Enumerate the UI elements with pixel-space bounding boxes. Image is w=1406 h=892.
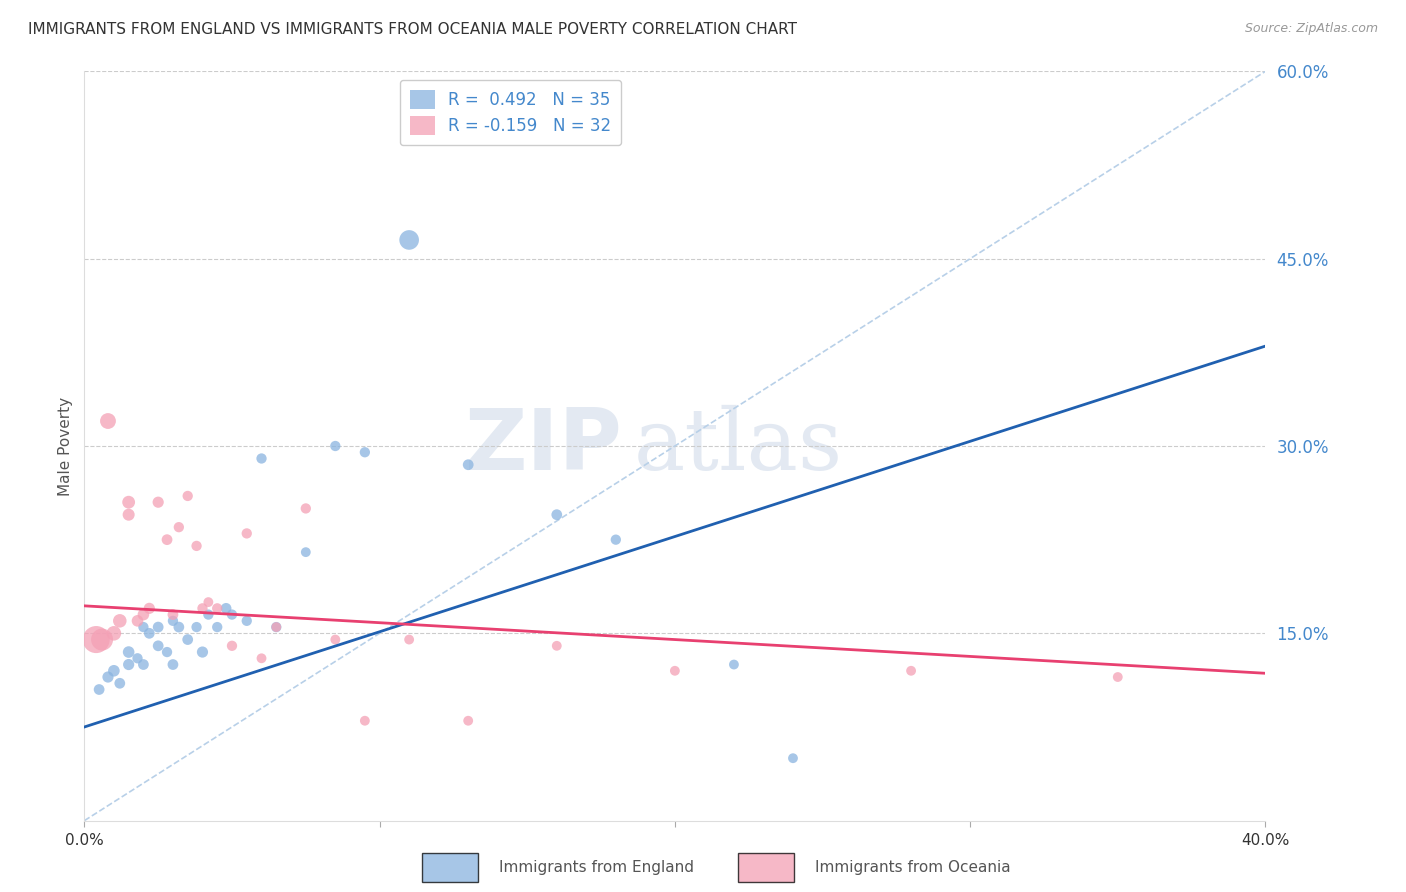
Point bbox=[605, 533, 627, 547]
Point bbox=[162, 657, 184, 672]
Point bbox=[782, 751, 804, 765]
Point bbox=[127, 651, 149, 665]
Point bbox=[325, 439, 347, 453]
Point bbox=[266, 620, 288, 634]
Point bbox=[156, 645, 179, 659]
Point bbox=[127, 614, 149, 628]
Point bbox=[295, 545, 318, 559]
Point bbox=[186, 620, 208, 634]
Legend: R =  0.492   N = 35, R = -0.159   N = 32: R = 0.492 N = 35, R = -0.159 N = 32 bbox=[399, 79, 621, 145]
Point bbox=[148, 639, 170, 653]
Point bbox=[191, 601, 214, 615]
Point bbox=[186, 539, 208, 553]
Point bbox=[177, 489, 200, 503]
Point bbox=[221, 607, 243, 622]
Point bbox=[457, 458, 479, 472]
Point bbox=[250, 451, 273, 466]
Point bbox=[162, 607, 184, 622]
Point bbox=[132, 657, 155, 672]
Point bbox=[87, 682, 111, 697]
Point bbox=[167, 620, 190, 634]
Point bbox=[118, 508, 141, 522]
Point bbox=[148, 620, 170, 634]
Point bbox=[103, 664, 125, 678]
Point bbox=[236, 614, 259, 628]
Point bbox=[295, 501, 318, 516]
Point bbox=[664, 664, 686, 678]
Point bbox=[138, 626, 160, 640]
Point bbox=[191, 645, 214, 659]
Point bbox=[118, 495, 141, 509]
Point bbox=[197, 607, 219, 622]
Point bbox=[118, 657, 141, 672]
Point bbox=[162, 614, 184, 628]
Point bbox=[84, 632, 107, 647]
Point bbox=[398, 632, 420, 647]
Text: ZIP: ZIP bbox=[464, 404, 621, 488]
Point bbox=[118, 645, 141, 659]
Point bbox=[457, 714, 479, 728]
Point bbox=[91, 632, 114, 647]
Point bbox=[108, 614, 131, 628]
Point bbox=[354, 445, 377, 459]
Point bbox=[197, 595, 219, 609]
Point bbox=[250, 651, 273, 665]
Point bbox=[108, 676, 131, 690]
Text: atlas: atlas bbox=[634, 404, 842, 488]
Point bbox=[97, 414, 120, 428]
Point bbox=[132, 620, 155, 634]
Point bbox=[723, 657, 745, 672]
Point bbox=[354, 714, 377, 728]
Point bbox=[207, 620, 229, 634]
Point bbox=[236, 526, 259, 541]
Point bbox=[148, 495, 170, 509]
Y-axis label: Male Poverty: Male Poverty bbox=[58, 396, 73, 496]
Point bbox=[266, 620, 288, 634]
Text: Immigrants from Oceania: Immigrants from Oceania bbox=[815, 860, 1011, 875]
Point bbox=[215, 601, 238, 615]
Point bbox=[177, 632, 200, 647]
Point bbox=[156, 533, 179, 547]
Text: IMMIGRANTS FROM ENGLAND VS IMMIGRANTS FROM OCEANIA MALE POVERTY CORRELATION CHAR: IMMIGRANTS FROM ENGLAND VS IMMIGRANTS FR… bbox=[28, 22, 797, 37]
FancyBboxPatch shape bbox=[738, 854, 794, 881]
Point bbox=[1107, 670, 1129, 684]
Point bbox=[900, 664, 922, 678]
Point bbox=[103, 626, 125, 640]
Point bbox=[398, 233, 420, 247]
Point bbox=[97, 670, 120, 684]
Point bbox=[167, 520, 190, 534]
Point bbox=[546, 639, 568, 653]
Point bbox=[138, 601, 160, 615]
Point bbox=[132, 607, 155, 622]
Text: Source: ZipAtlas.com: Source: ZipAtlas.com bbox=[1244, 22, 1378, 36]
Point bbox=[207, 601, 229, 615]
Point bbox=[325, 632, 347, 647]
Point bbox=[546, 508, 568, 522]
Text: Immigrants from England: Immigrants from England bbox=[499, 860, 695, 875]
FancyBboxPatch shape bbox=[422, 854, 478, 881]
Point bbox=[221, 639, 243, 653]
